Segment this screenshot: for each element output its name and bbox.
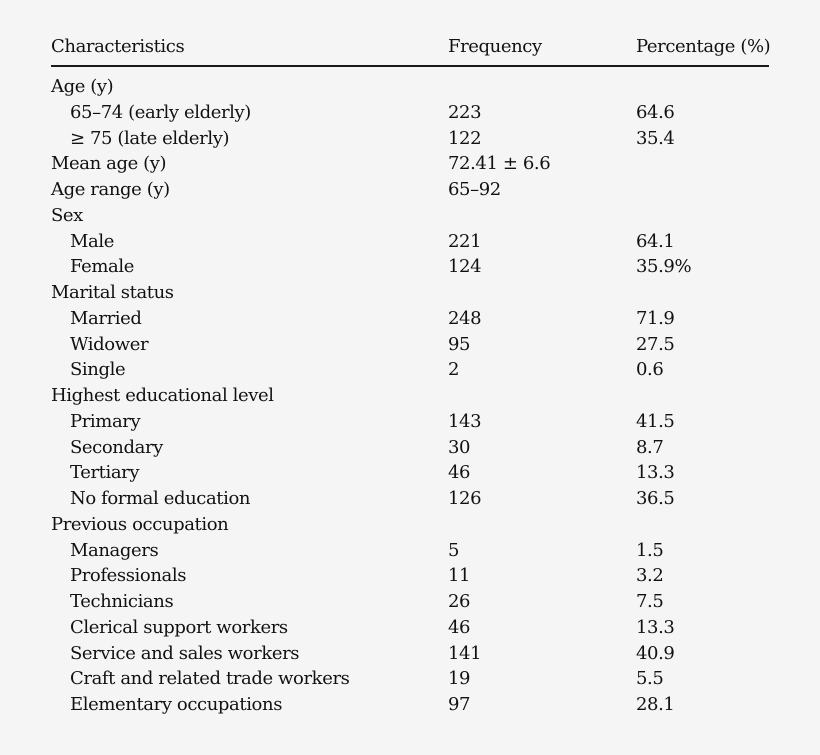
row-label: Service and sales workers bbox=[70, 642, 300, 664]
row-percentage: 41.5 bbox=[636, 410, 675, 432]
table-row: No formal education 126 36.5 bbox=[51, 486, 769, 512]
row-label: Female bbox=[70, 256, 134, 278]
row-frequency: 72.41 ± 6.6 bbox=[448, 153, 551, 175]
row-label: Widower bbox=[70, 333, 149, 355]
header-percentage: Percentage (%) bbox=[636, 36, 771, 57]
row-frequency: 2 bbox=[448, 359, 460, 381]
table-row: Widower 95 27.5 bbox=[51, 332, 769, 358]
table-row: Secondary 30 8.7 bbox=[51, 435, 769, 461]
row-percentage: 1.5 bbox=[636, 539, 664, 561]
table-group-row: Sex bbox=[51, 203, 769, 229]
row-label: Male bbox=[70, 230, 114, 252]
row-percentage: 13.3 bbox=[636, 462, 675, 484]
row-label: Single bbox=[70, 359, 126, 381]
row-frequency: 95 bbox=[448, 333, 471, 355]
row-frequency: 124 bbox=[448, 256, 482, 278]
table-row: Clerical support workers 46 13.3 bbox=[51, 615, 769, 641]
header-frequency: Frequency bbox=[448, 36, 542, 57]
row-percentage: 3.2 bbox=[636, 565, 664, 587]
row-label: Managers bbox=[70, 539, 159, 561]
row-percentage: 40.9 bbox=[636, 642, 675, 664]
row-label: Mean age (y) bbox=[51, 153, 167, 175]
table-group-row: Highest educational level bbox=[51, 383, 769, 409]
row-percentage: 64.1 bbox=[636, 230, 675, 252]
table-row: Managers 5 1.5 bbox=[51, 538, 769, 564]
row-percentage: 64.6 bbox=[636, 101, 675, 123]
row-frequency: 221 bbox=[448, 230, 482, 252]
row-percentage: 7.5 bbox=[636, 591, 664, 612]
table-row: Married 248 71.9 bbox=[51, 306, 769, 332]
row-percentage: 35.4 bbox=[636, 127, 675, 149]
table-row: Tertiary 46 13.3 bbox=[51, 460, 769, 486]
row-frequency: 65–92 bbox=[448, 179, 501, 200]
row-percentage: 27.5 bbox=[636, 333, 675, 355]
table-row: Primary 143 41.5 bbox=[51, 409, 769, 435]
table-header: Characteristics Frequency Percentage (%) bbox=[51, 33, 771, 67]
row-label: Married bbox=[70, 307, 142, 329]
table-row: Craft and related trade workers 19 5.5 bbox=[51, 666, 769, 692]
table-row: Professionals 11 3.2 bbox=[51, 563, 769, 589]
row-frequency: 46 bbox=[448, 616, 471, 638]
table-row: Male 221 64.1 bbox=[51, 229, 769, 255]
table-row: ≥ 75 (late elderly) 122 35.4 bbox=[51, 126, 769, 152]
table-row: 65–74 (early elderly) 223 64.6 bbox=[51, 100, 769, 126]
row-percentage: 8.7 bbox=[636, 436, 664, 458]
table-row: Technicians 26 7.5 bbox=[51, 589, 769, 615]
row-label: Age (y) bbox=[51, 76, 114, 97]
table-group-row: Age range (y) 65–92 bbox=[51, 177, 769, 203]
row-label: Clerical support workers bbox=[70, 616, 288, 638]
row-label: Age range (y) bbox=[51, 179, 170, 200]
table-row: Single 2 0.6 bbox=[51, 357, 769, 383]
table-group-row: Marital status bbox=[51, 280, 769, 306]
row-frequency: 11 bbox=[448, 565, 471, 587]
row-label: Previous occupation bbox=[51, 513, 229, 535]
table-group-row: Mean age (y) 72.41 ± 6.6 bbox=[51, 151, 769, 177]
row-frequency: 19 bbox=[448, 668, 471, 690]
table-row: Elementary occupations 97 28.1 bbox=[51, 692, 769, 718]
table-row: Female 124 35.9% bbox=[51, 254, 769, 280]
table-group-row: Previous occupation bbox=[51, 512, 769, 538]
row-frequency: 46 bbox=[448, 462, 471, 484]
row-frequency: 26 bbox=[448, 591, 471, 612]
demographics-table: Characteristics Frequency Percentage (%)… bbox=[51, 33, 771, 718]
row-frequency: 143 bbox=[448, 410, 482, 432]
row-frequency: 122 bbox=[448, 127, 482, 149]
row-frequency: 5 bbox=[448, 539, 460, 561]
row-frequency: 97 bbox=[448, 694, 471, 715]
row-frequency: 223 bbox=[448, 101, 482, 123]
row-frequency: 126 bbox=[448, 488, 482, 509]
row-frequency: 141 bbox=[448, 642, 482, 664]
table-group-row: Age (y) bbox=[51, 74, 769, 100]
row-label: Highest educational level bbox=[51, 385, 274, 406]
row-label: Marital status bbox=[51, 282, 174, 303]
row-frequency: 30 bbox=[448, 436, 471, 458]
row-label: ≥ 75 (late elderly) bbox=[70, 127, 230, 149]
row-percentage: 36.5 bbox=[636, 488, 675, 509]
row-label: Elementary occupations bbox=[70, 694, 283, 715]
row-label: Sex bbox=[51, 204, 83, 226]
header-characteristics: Characteristics bbox=[51, 36, 185, 57]
row-percentage: 5.5 bbox=[636, 668, 664, 690]
table-body: Age (y) 65–74 (early elderly) 223 64.6 ≥ 75 … bbox=[51, 74, 769, 718]
row-label: Professionals bbox=[70, 565, 187, 587]
row-label: Secondary bbox=[70, 436, 163, 458]
row-percentage: 0.6 bbox=[636, 359, 664, 381]
row-label: No formal education bbox=[70, 488, 251, 509]
row-label: 65–74 (early elderly) bbox=[70, 101, 251, 123]
row-percentage: 28.1 bbox=[636, 694, 675, 715]
row-label: Technicians bbox=[70, 591, 174, 612]
row-frequency: 248 bbox=[448, 307, 482, 329]
row-percentage: 71.9 bbox=[636, 307, 675, 329]
table-row: Service and sales workers 141 40.9 bbox=[51, 641, 769, 667]
row-label: Craft and related trade workers bbox=[70, 668, 350, 690]
row-percentage: 13.3 bbox=[636, 616, 675, 638]
row-label: Tertiary bbox=[70, 462, 140, 484]
row-label: Primary bbox=[70, 410, 141, 432]
row-percentage: 35.9% bbox=[636, 256, 692, 278]
